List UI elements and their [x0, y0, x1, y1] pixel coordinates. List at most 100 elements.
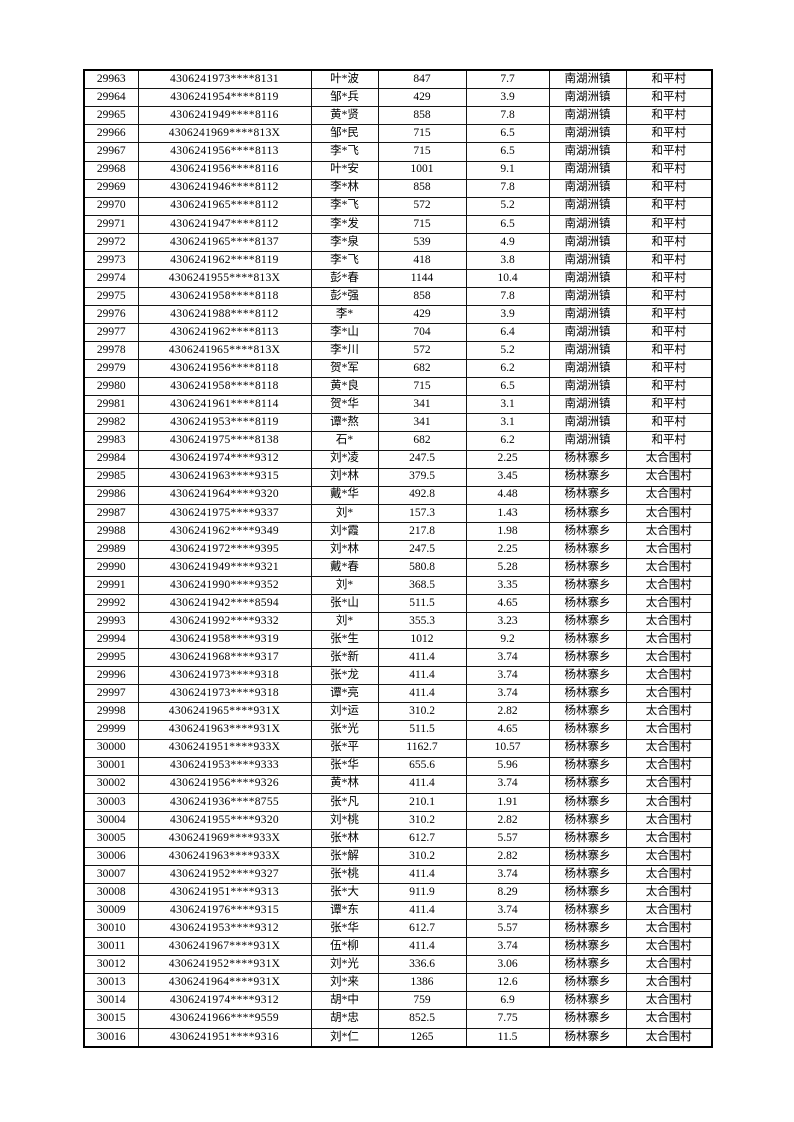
cell-village: 太合围村	[625, 557, 713, 577]
cell-name: 李*山	[310, 323, 379, 343]
cell-id_masked: 4306241952****9327	[137, 864, 312, 885]
cell-village: 和平村	[625, 377, 713, 397]
table-row: 29994 4306241958****9319 张*生 1012 9.2 杨林寨乡 太合围…	[83, 630, 713, 650]
cell-value1: 492.8	[377, 485, 467, 505]
cell-id_masked: 4306241958****8118	[137, 286, 312, 307]
cell-value2: 1.98	[465, 521, 550, 541]
cell-name: 贺*华	[310, 395, 379, 415]
cell-id_masked: 4306241965****931X	[137, 702, 312, 722]
table-row: 30012 4306241952****931X 刘*光 336.6 3.06 杨林寨乡太…	[83, 955, 713, 975]
cell-seq: 29963	[83, 69, 139, 90]
cell-value2: 11.5	[465, 1027, 550, 1048]
cell-value1: 704	[377, 323, 467, 343]
cell-seq: 29981	[83, 395, 139, 415]
cell-village: 和平村	[625, 232, 713, 252]
cell-village: 太合围村	[625, 955, 713, 975]
cell-name: 叶*安	[310, 160, 379, 180]
cell-town: 杨林寨乡	[548, 648, 627, 668]
cell-value2: 3.45	[465, 467, 550, 487]
table-row: 29977 4306241962****8113 李*山 704 6.4 南湖洲镇 和平村	[83, 323, 713, 343]
cell-village: 太合围村	[625, 1027, 713, 1048]
cell-id_masked: 4306241962****8119	[137, 250, 312, 270]
cell-town: 杨林寨乡	[548, 485, 627, 505]
cell-village: 太合围村	[625, 919, 713, 939]
cell-value2: 5.2	[465, 196, 550, 216]
cell-name: 李*川	[310, 341, 379, 361]
cell-name: 李*	[310, 305, 379, 325]
cell-id_masked: 4306241942****8594	[137, 594, 312, 614]
table-row: 29972 4306241965****8137 李*泉 539 4.9 南湖洲镇 和平村	[83, 232, 713, 252]
cell-name: 刘*来	[310, 973, 379, 993]
cell-village: 太合围村	[625, 612, 713, 632]
cell-name: 刘*运	[310, 702, 379, 722]
cell-seq: 30011	[83, 937, 139, 957]
table-row: 30011 4306241967****931X 伍*柳 411.4 3.74 杨林寨乡太…	[83, 937, 713, 957]
cell-town: 杨林寨乡	[548, 919, 627, 939]
cell-town: 南湖洲镇	[548, 395, 627, 415]
cell-seq: 29979	[83, 359, 139, 379]
cell-village: 太合围村	[625, 539, 713, 559]
cell-value2: 4.65	[465, 594, 550, 614]
cell-village: 太合围村	[625, 449, 713, 469]
table-row: 30010 4306241953****9312 张*华 612.7 5.57 杨林寨乡太…	[83, 919, 713, 939]
cell-town: 南湖洲镇	[548, 413, 627, 433]
cell-value2: 2.25	[465, 449, 550, 469]
cell-id_masked: 4306241964****931X	[137, 973, 312, 993]
cell-village: 太合围村	[625, 901, 713, 921]
cell-id_masked: 4306241946****8112	[137, 178, 312, 198]
cell-value2: 1.43	[465, 503, 550, 523]
cell-seq: 29991	[83, 575, 139, 596]
cell-town: 南湖洲镇	[548, 268, 627, 288]
table-row: 30008 4306241951****9313 张*大 911.9 8.29 杨林寨乡太…	[83, 883, 713, 903]
cell-value1: 247.5	[377, 449, 467, 469]
cell-town: 南湖洲镇	[548, 124, 627, 144]
cell-value1: 858	[377, 106, 467, 126]
cell-value2: 2.25	[465, 539, 550, 559]
cell-name: 刘*仁	[310, 1027, 379, 1048]
cell-village: 太合围村	[625, 1009, 713, 1029]
cell-value1: 655.6	[377, 756, 467, 776]
cell-value1: 157.3	[377, 503, 467, 523]
cell-value2: 1.91	[465, 792, 550, 812]
cell-seq: 29973	[83, 250, 139, 270]
cell-town: 杨林寨乡	[548, 864, 627, 885]
table-row: 30006 4306241963****933X 张*解 310.2 2.82 杨林寨乡太…	[83, 846, 713, 866]
cell-value2: 10.4	[465, 268, 550, 288]
cell-village: 太合围村	[625, 937, 713, 957]
cell-town: 南湖洲镇	[548, 232, 627, 252]
table-row: 29979 4306241956****8118 贺*军 682 6.2 南湖洲镇 和平村	[83, 359, 713, 379]
cell-seq: 29978	[83, 341, 139, 361]
cell-seq: 29990	[83, 557, 139, 577]
cell-id_masked: 4306241953****9312	[137, 919, 312, 939]
cell-village: 和平村	[625, 286, 713, 307]
cell-seq: 30015	[83, 1009, 139, 1029]
cell-id_masked: 4306241988****8112	[137, 305, 312, 325]
cell-town: 杨林寨乡	[548, 594, 627, 614]
cell-value2: 3.1	[465, 413, 550, 433]
cell-value1: 511.5	[377, 594, 467, 614]
cell-seq: 29996	[83, 666, 139, 686]
cell-name: 刘*	[310, 503, 379, 523]
cell-value2: 3.74	[465, 774, 550, 794]
cell-town: 南湖洲镇	[548, 142, 627, 162]
cell-id_masked: 4306241973****9318	[137, 684, 312, 704]
cell-seq: 29972	[83, 232, 139, 252]
cell-village: 太合围村	[625, 973, 713, 993]
cell-village: 和平村	[625, 413, 713, 433]
cell-seq: 29968	[83, 160, 139, 180]
cell-town: 杨林寨乡	[548, 756, 627, 776]
cell-seq: 29989	[83, 539, 139, 559]
records-table: 29963 4306241973****8131 叶*波 847 7.7 南湖洲镇 和平村 2…	[83, 69, 713, 1048]
cell-name: 刘*	[310, 612, 379, 632]
cell-value2: 5.96	[465, 756, 550, 776]
cell-value1: 310.2	[377, 702, 467, 722]
cell-seq: 29995	[83, 648, 139, 668]
cell-value2: 2.82	[465, 810, 550, 830]
records-tbody: 29963 4306241973****8131 叶*波 847 7.7 南湖洲镇 和平村 2…	[83, 69, 713, 1048]
cell-town: 杨林寨乡	[548, 810, 627, 830]
cell-village: 太合围村	[625, 756, 713, 776]
cell-id_masked: 4306241963****9315	[137, 467, 312, 487]
table-row: 30001 4306241953****9333 张*华 655.6 5.96 杨林寨乡太…	[83, 756, 713, 776]
cell-village: 和平村	[625, 69, 713, 90]
